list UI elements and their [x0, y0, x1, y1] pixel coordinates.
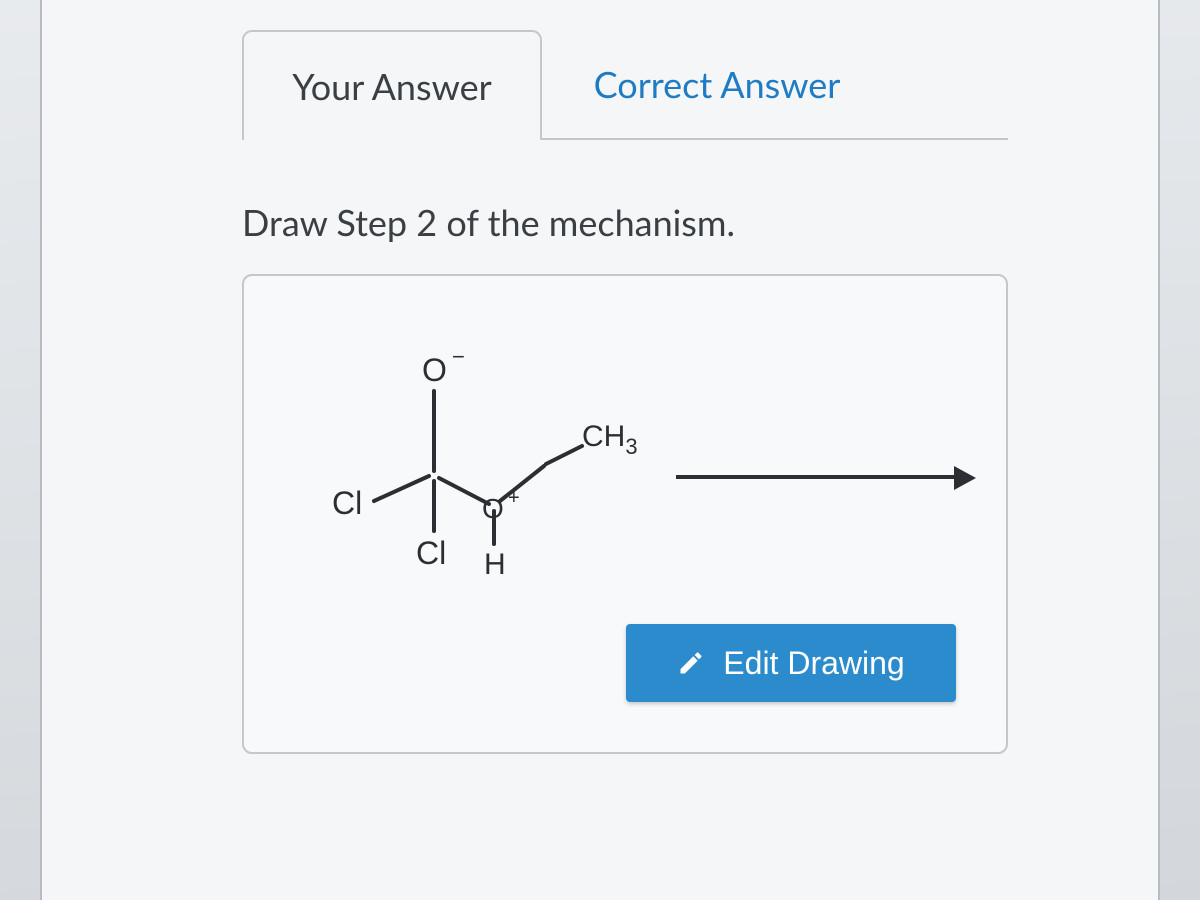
atom-label-o-plus: O	[482, 493, 504, 524]
tab-correct-answer-label: Correct Answer	[594, 62, 841, 106]
tab-row: Your Answer Correct Answer	[242, 30, 1008, 140]
atom-label-cl-left: Cl	[332, 485, 362, 521]
reaction-arrow-line	[676, 475, 958, 479]
edit-drawing-button[interactable]: Edit Drawing	[626, 624, 956, 702]
tab-your-answer[interactable]: Your Answer	[242, 30, 542, 140]
answer-panel: Your Answer Correct Answer Draw Step 2 o…	[40, 0, 1160, 900]
charge-minus: −	[452, 344, 465, 369]
reaction-arrow-head	[954, 466, 976, 490]
pencil-icon	[677, 649, 705, 677]
prompt-text: Draw Step 2 of the mechanism.	[242, 200, 1008, 244]
edit-drawing-label: Edit Drawing	[723, 645, 904, 682]
atom-label-ch3: CH3	[582, 420, 638, 459]
charge-plus: +	[508, 487, 520, 509]
atom-label-cl-down: Cl	[416, 535, 446, 571]
molecule-structure: O − Cl Cl O	[284, 306, 664, 586]
page-root: Your Answer Correct Answer Draw Step 2 o…	[0, 0, 1200, 900]
tab-correct-answer[interactable]: Correct Answer	[542, 30, 892, 140]
atom-label-o-minus: O	[422, 352, 447, 388]
reaction-arrow	[676, 466, 976, 486]
atom-label-h: H	[484, 548, 506, 581]
tab-your-answer-label: Your Answer	[292, 64, 491, 108]
drawing-panel[interactable]: O − Cl Cl O	[242, 274, 1008, 754]
